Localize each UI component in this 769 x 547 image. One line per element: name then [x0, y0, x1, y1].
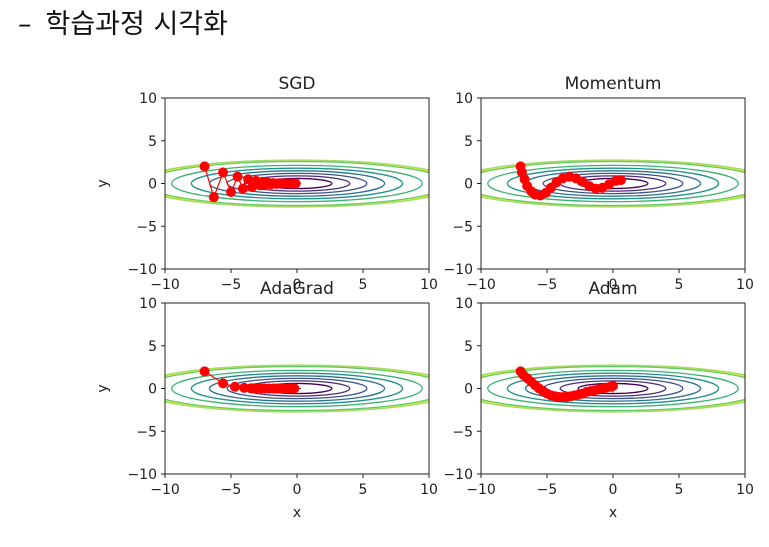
- trajectory-point: [243, 174, 254, 185]
- subplot-title: AdaGrad: [260, 279, 334, 299]
- x-tick-label: 0: [293, 277, 302, 293]
- contour-level: [487, 369, 739, 408]
- subplot-adagrad: −10 −5 0 5 10 −10 −5 0 5 10 AdaGrad y: [95, 279, 438, 498]
- trajectory-point: [226, 187, 236, 198]
- trajectory-point: [218, 167, 229, 178]
- contour-lines: [165, 159, 429, 208]
- y-tick-label: −10: [127, 262, 157, 278]
- x-tick-label: −5: [221, 482, 242, 498]
- trajectory: [199, 366, 300, 394]
- y-tick-label: −10: [443, 467, 473, 483]
- contour-level: [208, 375, 386, 402]
- x-tick-label: 0: [293, 482, 302, 498]
- x-tick-label: 10: [420, 482, 438, 498]
- trajectory: [515, 366, 618, 403]
- contour-level: [506, 372, 720, 405]
- contour-level: [171, 369, 423, 408]
- subplot-sgd: −10 −5 0 5 10 −10 −5 0 5 10 SGD y: [95, 74, 438, 293]
- subplot-title: Momentum: [565, 74, 662, 94]
- y-tick-label: −5: [136, 219, 157, 235]
- y-tick-label: 5: [464, 339, 473, 355]
- contour-level: [542, 172, 684, 195]
- trajectory-point: [237, 183, 248, 194]
- x-tick-label: −10: [150, 482, 180, 498]
- contour-level: [524, 375, 702, 402]
- y-tick-label: 5: [464, 134, 473, 150]
- trajectory-point: [229, 381, 240, 392]
- y-tick-label: 10: [139, 296, 157, 312]
- y-tick-label: −5: [452, 424, 473, 440]
- x-tick-label: −10: [150, 277, 180, 293]
- y-tick-label: −10: [443, 262, 473, 278]
- trajectory-point: [608, 380, 618, 391]
- y-tick-label: 0: [148, 382, 157, 398]
- y-tick-label: 0: [148, 177, 157, 193]
- x-tick-label: 5: [675, 482, 684, 498]
- x-tick-label: −10: [466, 277, 496, 293]
- subplot-title: Adam: [588, 279, 637, 299]
- x-axis-label: x: [293, 505, 301, 521]
- contour-level: [243, 175, 351, 192]
- y-tick-label: 10: [455, 91, 473, 107]
- x-tick-label: 0: [609, 277, 618, 293]
- section-heading: – 학습과정 시각화: [18, 2, 228, 41]
- y-tick-label: 10: [139, 91, 157, 107]
- y-tick-label: −5: [452, 219, 473, 235]
- trajectory-point: [232, 171, 243, 182]
- trajectory-point: [208, 192, 219, 203]
- contour-level: [487, 164, 739, 203]
- x-tick-label: −5: [537, 482, 558, 498]
- trajectory: [515, 161, 626, 201]
- x-tick-label: −5: [537, 277, 558, 293]
- contour-level: [190, 167, 404, 200]
- y-tick-label: 0: [464, 177, 473, 193]
- x-tick-label: 10: [420, 277, 438, 293]
- trajectory-point: [290, 178, 301, 189]
- y-tick-label: 10: [455, 296, 473, 312]
- y-tick-label: −5: [136, 424, 157, 440]
- x-axis-label: x: [609, 505, 617, 521]
- y-tick-label: 0: [464, 382, 473, 398]
- x-tick-label: 5: [359, 277, 368, 293]
- trajectory-point: [289, 383, 300, 394]
- x-tick-label: 10: [736, 277, 754, 293]
- subplot-momentum: −10 −5 0 5 10 −10 −5 0 5 10 Momentum: [443, 74, 754, 293]
- contour-level: [506, 167, 720, 200]
- contour-level: [190, 372, 404, 405]
- x-tick-label: 5: [359, 482, 368, 498]
- trajectory: [199, 161, 301, 203]
- trajectory-point: [615, 175, 626, 186]
- trajectory-point: [199, 366, 210, 377]
- y-axis-label: y: [95, 384, 111, 392]
- x-tick-label: 10: [736, 482, 754, 498]
- subplot-title: SGD: [278, 74, 315, 94]
- contour-level: [559, 380, 667, 397]
- subplot-adam: −10 −5 0 5 10 −10 −5 0 5 10 Adam x: [443, 279, 754, 521]
- trajectory-point: [199, 161, 210, 172]
- y-tick-label: −10: [127, 467, 157, 483]
- heading-text: 학습과정 시각화: [45, 9, 228, 40]
- x-tick-label: −10: [466, 482, 496, 498]
- heading-bullet: –: [18, 9, 32, 40]
- contour-level: [171, 164, 423, 203]
- y-axis-label: y: [95, 179, 111, 187]
- x-tick-label: 0: [609, 482, 618, 498]
- trajectory-point: [218, 378, 229, 389]
- y-tick-label: 5: [148, 339, 157, 355]
- x-tick-label: −5: [221, 277, 242, 293]
- x-tick-label: 5: [675, 277, 684, 293]
- contour-level: [226, 377, 368, 400]
- contour-lines: [165, 364, 429, 413]
- y-tick-label: 5: [148, 134, 157, 150]
